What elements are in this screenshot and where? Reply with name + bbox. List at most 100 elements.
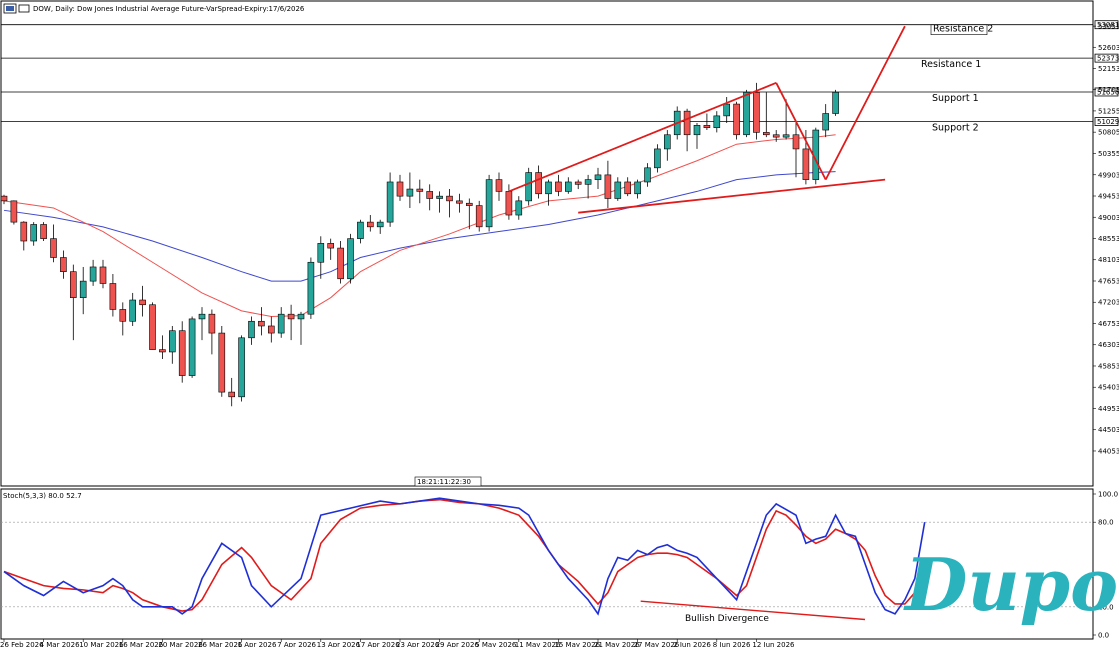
- candle-bear: [465, 202, 473, 206]
- candle-bear: [802, 148, 810, 180]
- price-highlight-box: [1094, 87, 1119, 97]
- y-tick-label: 46753: [1098, 320, 1119, 328]
- main-price-panel: [0, 0, 1094, 487]
- candle-bear: [109, 283, 117, 310]
- candle-bear: [159, 349, 166, 353]
- x-tick-label: 7 Apr 2026: [277, 641, 316, 647]
- candle-bull: [743, 91, 750, 136]
- candle-bear: [149, 304, 156, 350]
- x-tick-label: 1 Apr 2026: [238, 641, 277, 647]
- price-highlight-box: [1094, 53, 1119, 63]
- candle-bear: [70, 271, 77, 298]
- candle-bear: [287, 313, 295, 320]
- candle-bull: [644, 167, 651, 183]
- x-tick-label: 8 Jun 2026: [713, 641, 751, 647]
- x-tick-label: 21 May 2026: [594, 641, 640, 647]
- candle-bear: [10, 200, 18, 223]
- candle-bear: [772, 134, 780, 138]
- candle-bear: [20, 221, 28, 242]
- brand-logo-text: Dupoin: [903, 542, 1119, 627]
- ma-slow-line: [3, 171, 836, 282]
- level-label: Support 2: [932, 123, 979, 134]
- candle-bear: [703, 125, 711, 128]
- candle-bull: [693, 125, 701, 136]
- candle-bull: [198, 313, 206, 320]
- y-tick-label: 48103: [1098, 256, 1119, 264]
- y-tick-label: 52603: [1098, 44, 1119, 52]
- y-tick-label: 45853: [1098, 362, 1119, 370]
- candle-bear: [258, 320, 265, 327]
- chart-mode-icon: [18, 4, 30, 13]
- candle-bull: [723, 103, 731, 117]
- stoch-label: Stoch(5,3,3) 80.0 52.7: [3, 492, 82, 500]
- candle-bear: [495, 179, 503, 192]
- candle-bull: [663, 134, 671, 150]
- candle-bull: [317, 243, 325, 263]
- candle-bull: [89, 266, 97, 282]
- candle-bear: [218, 332, 226, 393]
- moving-averages: [3, 134, 836, 318]
- trend-line: [824, 25, 906, 181]
- y-tick-label: 51705: [1098, 86, 1119, 94]
- time-marker: 18:21:11:22:30: [417, 478, 471, 486]
- candle-bear: [366, 221, 374, 228]
- stoch-tick-label: 0.0: [1098, 632, 1109, 640]
- x-tick-label: 29 Apr 2026: [436, 641, 480, 647]
- candle-bear: [178, 330, 186, 376]
- y-tick-label: 49453: [1098, 193, 1119, 201]
- x-tick-label: 26 Feb 2026: [0, 641, 44, 647]
- candle-bear: [683, 110, 691, 136]
- x-tick-label: 16 Mar 2026: [119, 641, 164, 647]
- sr-levels: Resistance 2 Resistance 1 Support 1 Support…: [1, 20, 1119, 134]
- candle-bear: [733, 103, 740, 136]
- y-tick-label: 52153: [1098, 65, 1119, 73]
- divergence-label: Bullish Divergence: [685, 614, 769, 624]
- candle-bear: [624, 181, 632, 195]
- y-tick-label: 44503: [1098, 426, 1119, 434]
- candle-bear: [228, 391, 235, 398]
- x-tick-label: 15 May 2026: [554, 641, 600, 647]
- candle-bear: [60, 257, 67, 272]
- candle-bull: [248, 320, 255, 339]
- x-tick-label: 10 Mar 2026: [79, 641, 124, 647]
- candle-bear: [792, 134, 800, 150]
- y-tick-label: 51255: [1098, 107, 1119, 115]
- candle-bull: [564, 181, 572, 192]
- x-tick-label: 17 Apr 2026: [356, 641, 400, 647]
- y-tick-label: 49003: [1098, 214, 1119, 222]
- price-highlight-box: [1094, 20, 1119, 30]
- price-highlight-label: 51656: [1097, 88, 1119, 96]
- price-axis: 53051 52603 52153 51705 51255 50805 50355 49903…: [1093, 23, 1119, 455]
- candle-bear: [119, 309, 127, 322]
- candle-bull: [30, 224, 38, 242]
- y-tick-label: 47653: [1098, 277, 1119, 285]
- stoch-tick-label: 80.0: [1098, 519, 1114, 527]
- stoch-tick-label: 100.0: [1098, 491, 1118, 499]
- candle-bull: [594, 174, 602, 180]
- chart-window-icon-fill: [6, 6, 14, 11]
- x-tick-label: 2 Jun 2026: [673, 641, 711, 647]
- y-tick-label: 53051: [1098, 23, 1119, 31]
- candle-bear: [416, 188, 424, 192]
- time-marker-box: [414, 476, 482, 487]
- candle-bull: [485, 179, 493, 228]
- candle-bear: [337, 247, 344, 280]
- candle-bear: [396, 181, 404, 197]
- time-marker-group: 18:21:11:22:30: [414, 476, 482, 487]
- candle-bull: [782, 134, 790, 138]
- candle-bull: [169, 330, 176, 353]
- x-tick-label: 23 Apr 2026: [396, 641, 440, 647]
- candle-bear: [40, 224, 47, 239]
- y-tick-label: 47203: [1098, 299, 1119, 307]
- candle-bull: [584, 179, 592, 185]
- candle-bear: [0, 195, 8, 202]
- price-highlight-label: 52373: [1097, 55, 1119, 63]
- price-panel-frame: [0, 0, 1094, 487]
- candle-bear: [327, 243, 335, 249]
- trend-lines: [508, 25, 906, 214]
- candle-bull: [525, 172, 533, 202]
- y-tick-label: 46303: [1098, 341, 1119, 349]
- chart-title-group: DOW, Daily: Dow Jones Industrial Average…: [3, 3, 305, 14]
- candle-bull: [713, 115, 721, 128]
